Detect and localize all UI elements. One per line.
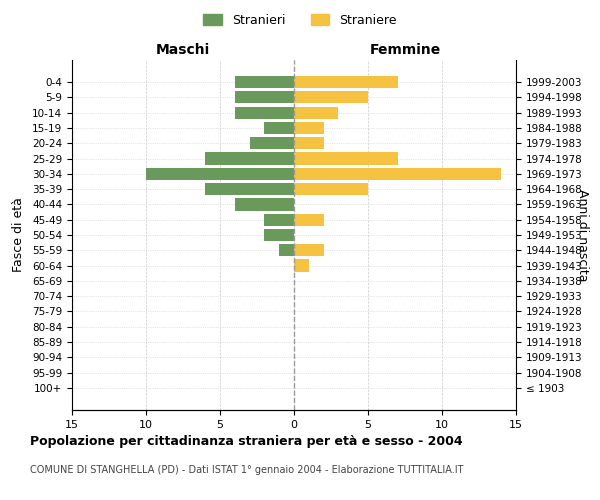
Bar: [294, 76, 398, 88]
Bar: [146, 168, 294, 180]
Bar: [294, 244, 323, 256]
Text: COMUNE DI STANGHELLA (PD) - Dati ISTAT 1° gennaio 2004 - Elaborazione TUTTITALIA: COMUNE DI STANGHELLA (PD) - Dati ISTAT 1…: [30, 465, 464, 475]
Bar: [294, 106, 338, 118]
Bar: [235, 76, 294, 88]
Legend: Stranieri, Straniere: Stranieri, Straniere: [198, 8, 402, 32]
Text: Maschi: Maschi: [0, 499, 1, 500]
Bar: [294, 168, 501, 180]
Bar: [235, 106, 294, 118]
Bar: [265, 122, 294, 134]
Bar: [265, 229, 294, 241]
Bar: [294, 91, 368, 104]
Bar: [294, 122, 323, 134]
Bar: [250, 137, 294, 149]
Bar: [294, 183, 368, 195]
Bar: [265, 214, 294, 226]
Text: Femmine: Femmine: [370, 42, 440, 56]
Y-axis label: Fasce di età: Fasce di età: [12, 198, 25, 272]
Bar: [205, 152, 294, 164]
Text: Femmine: Femmine: [0, 499, 1, 500]
Bar: [294, 137, 323, 149]
Text: Popolazione per cittadinanza straniera per età e sesso - 2004: Popolazione per cittadinanza straniera p…: [30, 435, 463, 448]
Text: Maschi: Maschi: [156, 42, 210, 56]
Text: Femmine: Femmine: [0, 499, 1, 500]
Bar: [294, 214, 323, 226]
Text: Maschi: Maschi: [0, 499, 1, 500]
Bar: [205, 183, 294, 195]
Bar: [235, 91, 294, 104]
Y-axis label: Anni di nascita: Anni di nascita: [577, 188, 589, 281]
Bar: [279, 244, 294, 256]
Bar: [294, 152, 398, 164]
Bar: [235, 198, 294, 210]
Bar: [294, 260, 309, 272]
